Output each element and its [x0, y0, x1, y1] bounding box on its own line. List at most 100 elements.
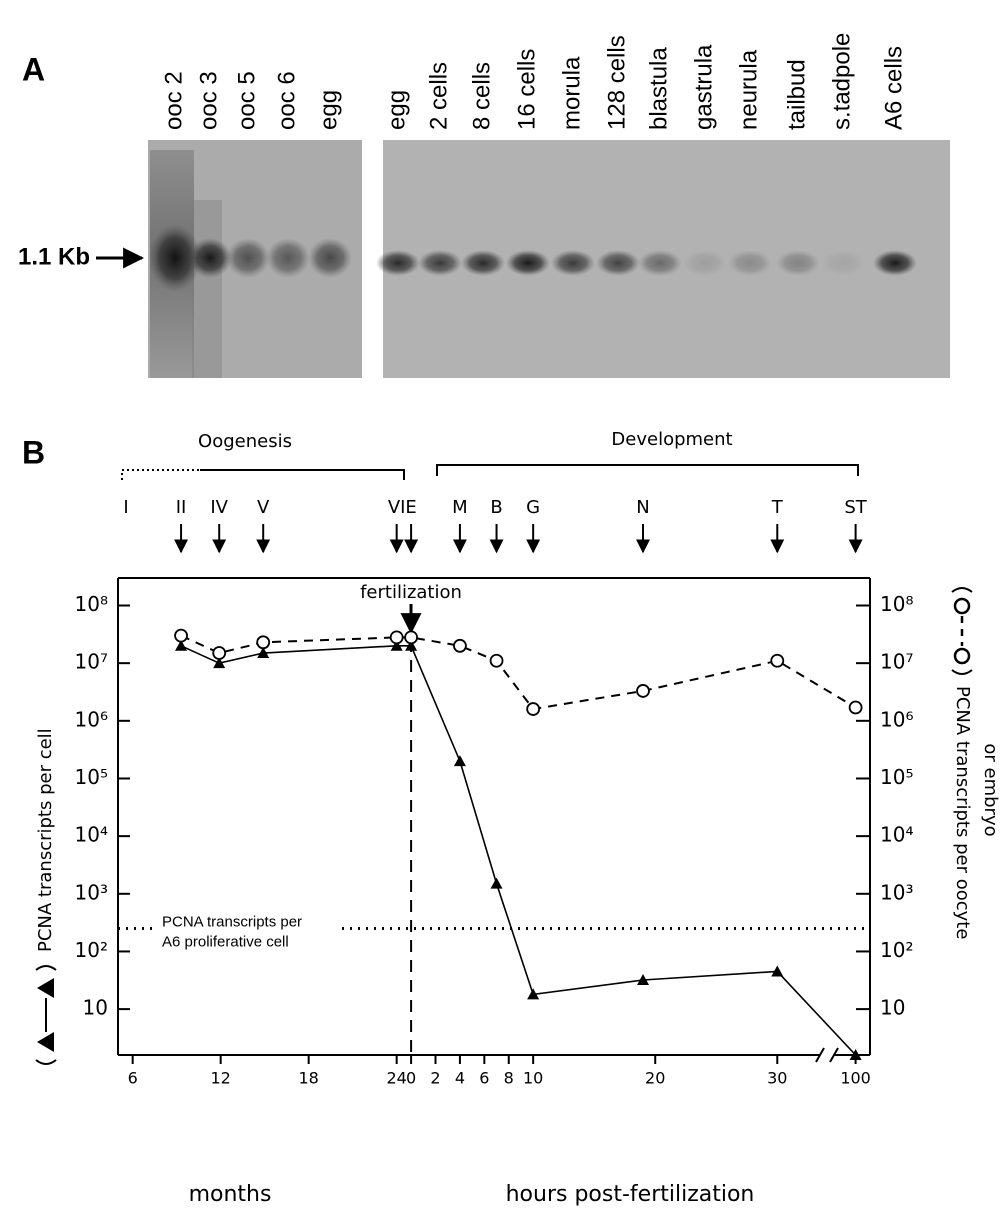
lane-label: ooc 6	[273, 71, 300, 130]
lane-label: blastula	[645, 47, 672, 130]
label-background	[158, 912, 336, 957]
stage-label: M	[452, 497, 468, 518]
y-tick-label: 10⁷	[75, 650, 108, 674]
data-point	[390, 639, 403, 651]
lane-label: A6 cells	[880, 46, 907, 130]
bracket	[200, 469, 405, 480]
data-point	[490, 877, 503, 889]
data-point	[389, 630, 404, 645]
reference-label: A6 proliferative cell	[162, 933, 289, 950]
panel-label: A	[22, 51, 45, 87]
y-tick-label: 10²	[75, 938, 108, 962]
lane-label: 2 cells	[425, 62, 452, 130]
bracket	[436, 464, 859, 476]
data-point	[848, 700, 863, 715]
band	[376, 250, 420, 276]
x-tick-label: 0	[406, 1069, 416, 1088]
band	[188, 238, 232, 278]
x-tick-label: 30	[767, 1069, 787, 1088]
x-tick-label: 20	[645, 1069, 665, 1088]
y2-tick-label: 10⁶	[880, 707, 913, 731]
x-tick-label: 4	[455, 1069, 465, 1088]
y-tick-label: 10⁵	[75, 765, 108, 789]
lane-label: ooc 3	[195, 71, 222, 130]
y2-tick-label: 10²	[880, 938, 913, 962]
bands	[149, 224, 917, 292]
stage-label: N	[636, 497, 649, 518]
data-point	[174, 628, 188, 643]
lane-label: ooc 5	[233, 71, 260, 130]
data-point	[771, 965, 784, 977]
band	[728, 250, 772, 276]
x-tick-label: 18	[298, 1069, 318, 1088]
data-point	[489, 653, 504, 668]
lane-label: 128 cells	[603, 35, 630, 130]
y2-tick-label: 10⁴	[880, 823, 913, 847]
phase-label: Oogenesis	[198, 431, 292, 452]
data-point	[256, 635, 271, 650]
band	[149, 224, 201, 292]
phase-label: Development	[611, 429, 732, 450]
y2-axis-label: PCNA transcripts per oocyte	[952, 686, 973, 939]
band	[596, 250, 640, 276]
bracket	[121, 469, 200, 480]
data-point	[526, 702, 541, 716]
data-point	[527, 988, 540, 1000]
y-tick-label: 10³	[75, 880, 108, 904]
stage-label: IV	[210, 497, 228, 518]
lane-label: 8 cells	[468, 62, 495, 130]
band	[226, 238, 270, 278]
lane-smear	[192, 200, 222, 378]
y-tick-label: 10⁸	[75, 592, 108, 616]
data-point	[770, 653, 785, 668]
band	[308, 238, 352, 278]
x-tick-label: 24	[386, 1069, 406, 1088]
x-axis-label: months	[189, 1182, 272, 1207]
panel-label: B	[22, 434, 45, 470]
x-tick-label: 12	[210, 1069, 230, 1088]
size-marker: 1.1 Kb	[18, 243, 90, 270]
y2-axis-title: or embryo	[980, 743, 1001, 836]
y2-tick-label: 10⁸	[880, 592, 913, 616]
annotation: fertilization	[360, 582, 462, 603]
y2-tick-label: 10⁵	[880, 765, 913, 789]
data-point	[212, 646, 227, 660]
y2-tick-label: 10	[880, 996, 905, 1020]
lane-label: ooc 2	[160, 71, 187, 130]
y-tick-label: 10	[83, 996, 108, 1020]
stage-label: VI	[388, 497, 406, 518]
x-tick-label: 6	[479, 1069, 489, 1088]
y2-tick-label: 10⁷	[880, 650, 913, 674]
lane-label: morula	[558, 56, 585, 130]
stage-label: I	[123, 497, 128, 518]
series-line	[180, 645, 857, 1056]
data-point	[213, 657, 226, 669]
band	[683, 250, 727, 276]
x-tick-label: 8	[504, 1069, 514, 1088]
band	[506, 250, 550, 276]
lane-label: 16 cells	[513, 49, 540, 130]
band	[266, 238, 310, 278]
data-point	[637, 973, 650, 985]
x-tick-label: 6	[128, 1069, 138, 1088]
stage-label: E	[405, 497, 416, 518]
stage-label: T	[771, 497, 784, 518]
y2-axis-title: PCNA transcripts per oocyte	[951, 587, 973, 939]
y2-axis-label: or embryo	[980, 743, 1001, 836]
series-line	[180, 634, 857, 711]
stage-label: ST	[844, 497, 867, 518]
y-axis-label: PCNA transcripts per cell	[35, 728, 56, 952]
data-point	[849, 1049, 862, 1060]
axis-break	[829, 1047, 839, 1063]
lane-label: egg	[383, 90, 410, 130]
y-tick-label: 10⁴	[75, 823, 108, 847]
stage-label: II	[176, 497, 187, 518]
stage-label: B	[490, 497, 502, 518]
band	[551, 250, 595, 276]
lane-label: egg	[315, 90, 342, 130]
band	[638, 250, 682, 276]
data-point	[453, 638, 467, 653]
x-tick-label: 10	[523, 1069, 543, 1088]
data-point	[453, 755, 466, 767]
